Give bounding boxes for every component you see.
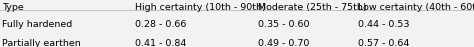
Text: Type: Type	[2, 3, 24, 12]
Text: 0.41 - 0.84: 0.41 - 0.84	[135, 39, 186, 47]
Text: 0.49 - 0.70: 0.49 - 0.70	[258, 39, 310, 47]
Text: Fully hardened: Fully hardened	[2, 20, 73, 29]
Text: Moderate (25th - 75th): Moderate (25th - 75th)	[258, 3, 367, 12]
Text: 0.35 - 0.60: 0.35 - 0.60	[258, 20, 310, 29]
Text: 0.57 - 0.64: 0.57 - 0.64	[358, 39, 409, 47]
Text: High certainty (10th - 90th): High certainty (10th - 90th)	[135, 3, 266, 12]
Text: 0.28 - 0.66: 0.28 - 0.66	[135, 20, 186, 29]
Text: 0.44 - 0.53: 0.44 - 0.53	[358, 20, 410, 29]
Text: Partially earthen: Partially earthen	[2, 39, 81, 47]
Text: Low certainty (40th - 60th): Low certainty (40th - 60th)	[358, 3, 474, 12]
